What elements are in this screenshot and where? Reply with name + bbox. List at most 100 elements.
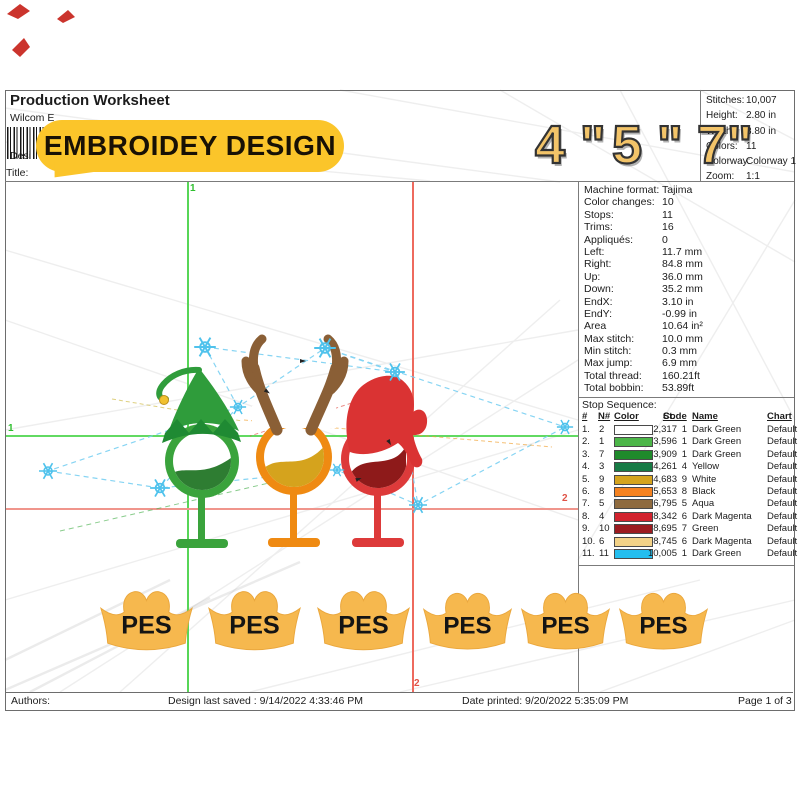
col-header-name: Name	[692, 411, 718, 422]
stitch-count: 3,909	[653, 448, 677, 460]
machine-info-row: Down: 35.2 mm	[584, 283, 794, 295]
thread-code: 7	[681, 523, 687, 535]
machine-info-value: 0	[662, 233, 668, 246]
stitch-count: 4,683	[653, 473, 677, 485]
thread-code: 1	[681, 436, 687, 448]
row-index: 2.	[582, 436, 590, 448]
thread-code: 5	[681, 498, 687, 510]
thread-name: Yellow	[692, 461, 720, 473]
machine-info-value: -0.99 in	[662, 307, 698, 320]
machine-info-value: 10.64 in²	[662, 320, 703, 333]
thread-name: Green	[692, 523, 719, 535]
needle-number: 10	[599, 523, 610, 535]
stitch-count: 10,005	[647, 547, 677, 559]
col-header-num: #	[582, 411, 588, 422]
row-index: 10.	[582, 535, 596, 547]
machine-info-value: 10.0 mm	[662, 332, 703, 345]
summary-row: Height: 2.80 in	[704, 110, 794, 125]
summary-box-divider	[700, 90, 701, 181]
grid-label-red-right: 2	[562, 493, 568, 504]
machine-info-label: Total thread:	[584, 369, 642, 382]
needle-number: 11	[599, 547, 609, 559]
color-swatch	[614, 437, 653, 448]
thread-name: White	[692, 473, 717, 485]
stitch-count: 4,261	[653, 461, 677, 473]
thread-name: Dark Magenta	[692, 510, 752, 522]
summary-row: Width: 3.80 in	[704, 126, 794, 141]
machine-info-value: 16	[662, 221, 674, 234]
row-index: 6.	[582, 485, 590, 497]
stop-sequence-divider	[578, 565, 794, 566]
machine-info-value: 35.2 mm	[662, 283, 703, 296]
stop-sequence-row: 3. 7 3,909 1 Dark Green Default	[580, 448, 798, 461]
grid-label-green-top: 1	[190, 183, 196, 194]
chart-name: Default	[767, 424, 798, 435]
color-swatch	[614, 486, 653, 497]
size-callout-7in: 7"	[696, 115, 754, 175]
thread-name: Dark Green	[692, 424, 742, 435]
stop-sequence-row: 7. 5 6,795 5 Aqua Default	[580, 498, 797, 510]
thread-name: Black	[692, 485, 716, 497]
machine-info-value: 0.3 mm	[662, 345, 698, 358]
summary-value: 10,007	[746, 95, 777, 106]
chart-name: Default	[767, 535, 798, 547]
machine-info-value: 84.8 mm	[662, 258, 703, 271]
chart-name: Default	[767, 547, 798, 559]
grid-label-green-left: 1	[8, 423, 14, 434]
machine-info-value: Tajima	[662, 184, 693, 196]
summary-label: Width:	[706, 125, 735, 137]
machine-box-divider	[578, 397, 794, 398]
footer: Authors: Design last saved : 9/14/2022 4…	[5, 692, 793, 710]
summary-value: 2.80 in	[746, 110, 777, 122]
thread-code: 1	[681, 424, 687, 435]
thread-code: 1	[681, 547, 687, 559]
machine-info-label: Max stitch:	[584, 332, 635, 345]
stop-sequence-row: 5. 9 4,683 9 White Default	[580, 473, 798, 486]
needle-number: 8	[599, 485, 605, 497]
footer-authors: Authors:	[11, 695, 51, 707]
row-index: 11.	[582, 547, 595, 559]
stitch-count: 2,317	[653, 424, 677, 435]
machine-info-row: Max jump: 6.9 mm	[584, 357, 794, 369]
machine-info-label: Down:	[584, 283, 614, 296]
col-header-code: Code	[663, 411, 687, 422]
thread-name: Dark Magenta	[692, 535, 752, 547]
chart-name: Default	[767, 448, 798, 460]
summary-label: Height:	[706, 110, 738, 122]
machine-info-row: Area 10.64 in²	[584, 320, 794, 332]
summary-value: 11	[746, 140, 757, 152]
col-header-stitches: St.	[662, 411, 675, 422]
thread-code: 8	[681, 485, 687, 497]
color-swatch	[614, 536, 653, 547]
thread-code: 9	[681, 473, 687, 485]
chart-name: Default	[767, 473, 798, 485]
summary-row: Colorway: Colorway 1	[704, 156, 796, 171]
color-swatch	[614, 499, 653, 510]
machine-info-value: 10	[662, 196, 674, 209]
machine-info-value: 11	[662, 208, 673, 221]
thread-code: 6	[681, 535, 687, 547]
stitch-count: 6,795	[653, 498, 677, 510]
grid-hline-green	[6, 435, 578, 437]
machine-info-value: 11.7 mm	[662, 245, 703, 258]
machine-info-label: Total bobbin:	[584, 382, 644, 395]
needle-number: 1	[599, 436, 605, 448]
needle-number: 6	[599, 535, 605, 547]
summary-value: 1:1	[746, 171, 760, 183]
machine-info-label: Left:	[584, 245, 605, 258]
machine-info-row: Left: 11.7 mm	[584, 246, 794, 258]
thread-name: Dark Green	[692, 436, 742, 448]
machine-info-row: Color changes: 10	[584, 196, 794, 208]
design-summary: Stitches: 10,007 Height: 2.80 in Width: …	[704, 95, 796, 187]
machine-info-label: Color changes:	[584, 196, 655, 209]
brand-line: Wilcom E	[10, 112, 55, 124]
stitch-count: 8,342	[653, 510, 677, 522]
color-swatch	[614, 511, 653, 522]
machine-info-label: Min stitch:	[584, 345, 632, 358]
needle-number: 3	[599, 461, 605, 473]
machine-info-row: Trims: 16	[584, 221, 794, 233]
stitch-count: 3,596	[653, 436, 677, 448]
row-index: 8.	[582, 510, 590, 522]
summary-label: Zoom:	[706, 171, 735, 183]
